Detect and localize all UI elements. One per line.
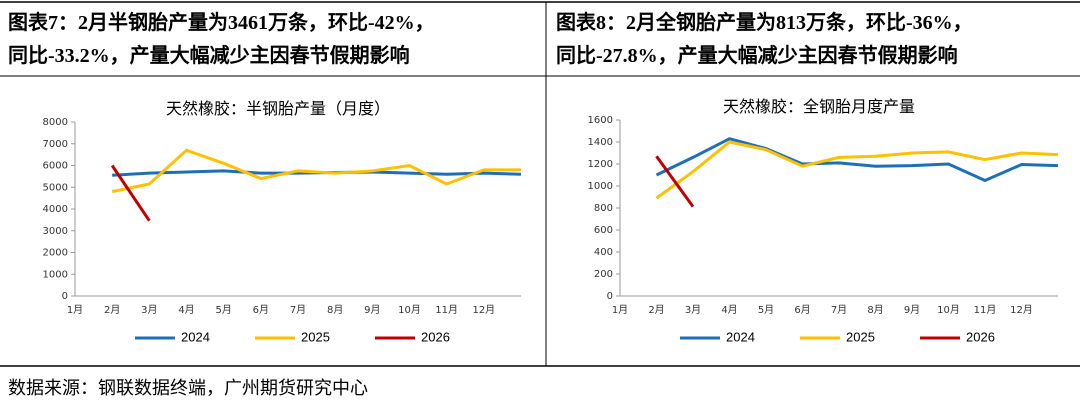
y-tick-label: 0 bbox=[62, 291, 68, 302]
y-tick-label: 5000 bbox=[43, 182, 68, 193]
x-tick-label: 9月 bbox=[364, 304, 380, 316]
y-tick-label: 7000 bbox=[43, 139, 68, 150]
series-line bbox=[655, 140, 1059, 200]
y-tick-label: 6000 bbox=[43, 161, 68, 172]
x-tick-label: 2月 bbox=[104, 304, 120, 316]
caption: 同比-27.8%，产量大幅减少主因春节假期影响 bbox=[556, 43, 958, 67]
x-tick-label: 8月 bbox=[867, 304, 883, 316]
y-tick-label: 2000 bbox=[43, 248, 68, 259]
x-tick-label: 3月 bbox=[141, 304, 157, 316]
legend-label: 2024 bbox=[181, 329, 210, 344]
x-tick-label: 6月 bbox=[253, 304, 269, 316]
legend-label: 2025 bbox=[301, 329, 330, 344]
x-tick-label: 12月 bbox=[472, 304, 495, 316]
x-tick-label: 7月 bbox=[290, 304, 306, 316]
y-tick-label: 8000 bbox=[43, 117, 68, 128]
x-tick-label: 10月 bbox=[398, 304, 421, 316]
x-tick-label: 2月 bbox=[648, 304, 664, 316]
caption: 图表8：2月全钢胎产量为813万条，环比-36%， bbox=[556, 10, 973, 34]
series-line bbox=[110, 164, 151, 222]
series-line bbox=[111, 148, 521, 194]
y-tick-label: 3000 bbox=[43, 226, 68, 237]
y-tick-label: 1400 bbox=[588, 137, 613, 148]
x-tick-label: 11月 bbox=[435, 304, 458, 316]
x-tick-label: 6月 bbox=[794, 304, 810, 316]
x-tick-label: 9月 bbox=[904, 304, 920, 316]
caption: 图表7：2月半钢胎产量为3461万条，环比-42%， bbox=[8, 10, 435, 34]
x-tick-label: 5月 bbox=[758, 304, 774, 316]
series-line bbox=[655, 137, 1059, 183]
legend-label: 2026 bbox=[421, 329, 450, 344]
x-tick-label: 11月 bbox=[974, 304, 997, 316]
chart-title: 天然橡胶：半钢胎产量（月度） bbox=[166, 99, 390, 118]
x-tick-label: 8月 bbox=[327, 304, 343, 316]
x-tick-label: 1月 bbox=[612, 304, 628, 316]
x-tick-label: 4月 bbox=[721, 304, 737, 316]
y-tick-label: 200 bbox=[594, 269, 613, 280]
x-tick-label: 10月 bbox=[937, 304, 960, 316]
legend-label: 2024 bbox=[726, 329, 755, 344]
x-tick-label: 1月 bbox=[67, 304, 83, 316]
caption: 同比-33.2%，产量大幅减少主因春节假期影响 bbox=[8, 43, 410, 67]
chart-title: 天然橡胶：全钢胎月度产量 bbox=[723, 97, 915, 116]
y-tick-label: 400 bbox=[594, 247, 613, 258]
y-tick-label: 1600 bbox=[588, 115, 613, 126]
y-tick-label: 4000 bbox=[43, 204, 68, 215]
legend-label: 2026 bbox=[966, 329, 995, 344]
x-tick-label: 3月 bbox=[685, 304, 701, 316]
series-line bbox=[655, 155, 695, 208]
x-tick-label: 7月 bbox=[831, 304, 847, 316]
legend-label: 2025 bbox=[846, 329, 875, 344]
x-tick-label: 5月 bbox=[215, 304, 231, 316]
y-tick-label: 1000 bbox=[43, 269, 68, 280]
y-tick-label: 800 bbox=[594, 203, 613, 214]
source: 数据来源：钢联数据终端，广州期货研究中心 bbox=[8, 378, 368, 398]
x-tick-label: 4月 bbox=[178, 304, 194, 316]
x-tick-label: 12月 bbox=[1010, 304, 1033, 316]
y-tick-label: 1000 bbox=[588, 181, 613, 192]
y-tick-label: 1200 bbox=[588, 159, 613, 170]
y-tick-label: 0 bbox=[607, 291, 613, 302]
y-tick-label: 600 bbox=[594, 225, 613, 236]
